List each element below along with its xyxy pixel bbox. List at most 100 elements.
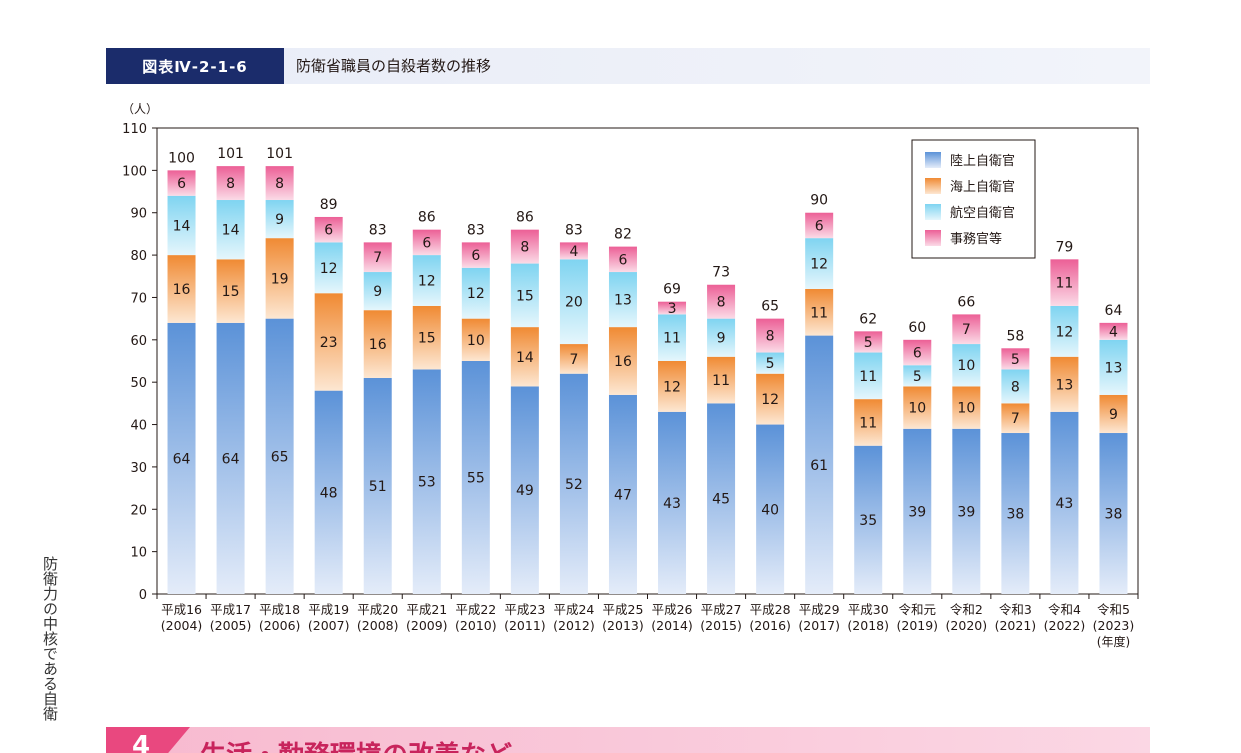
bar-segment	[363, 242, 392, 273]
bar-segment	[559, 259, 588, 345]
bar-value-label: 4	[569, 244, 578, 260]
bar-segment	[412, 305, 441, 370]
bar-segment	[461, 361, 490, 594]
bar-value-label: 6	[324, 223, 333, 239]
legend-swatch	[925, 178, 941, 194]
x-year-label: (2008)	[357, 618, 399, 633]
y-tick-label: 0	[139, 588, 147, 603]
bar-value-label: 14	[516, 350, 534, 366]
bar-segment	[363, 310, 392, 378]
figure-title: 防衛省職員の自殺者数の推移	[296, 57, 492, 75]
x-category-label: 平成18	[259, 602, 300, 617]
bar-segment	[1001, 433, 1030, 594]
bar-value-label: 43	[663, 496, 681, 512]
bar-value-label: 10	[957, 358, 975, 374]
bar-value-label: 55	[467, 471, 485, 487]
bar-value-label: 14	[173, 218, 191, 234]
y-tick-label: 10	[130, 546, 147, 561]
legend-swatch	[925, 230, 941, 246]
bar-total-label: 83	[565, 222, 583, 238]
bar-value-label: 39	[908, 504, 926, 520]
bar-segment	[412, 229, 441, 256]
bar-value-label: 10	[908, 401, 926, 417]
bar-value-label: 11	[859, 369, 877, 385]
bar-value-label: 8	[226, 176, 235, 192]
bar-segment	[314, 293, 343, 391]
x-year-label: (2020)	[946, 618, 988, 633]
bar-value-label: 53	[418, 475, 436, 491]
section-number: 4	[106, 727, 190, 753]
bar-segment	[658, 411, 687, 594]
bar-segment	[658, 301, 687, 315]
bar-segment	[559, 344, 588, 374]
bar-value-label: 11	[663, 331, 681, 347]
bar-segment	[265, 238, 294, 319]
bar-value-label: 51	[369, 479, 387, 495]
x-category-label: 平成25	[603, 602, 644, 617]
bar-value-label: 6	[815, 218, 824, 234]
bar-segment	[1050, 356, 1079, 412]
bar-value-label: 5	[766, 356, 775, 372]
y-tick-label: 40	[130, 419, 147, 434]
x-category-label: 平成27	[701, 602, 742, 617]
bar-segment	[608, 246, 637, 273]
bar-segment	[608, 327, 637, 395]
bar-segment	[510, 263, 539, 328]
bar-total-label: 83	[467, 222, 485, 238]
bar-value-label: 6	[913, 346, 922, 362]
bar-value-label: 38	[1006, 507, 1024, 523]
bar-total-label: 58	[1006, 328, 1024, 344]
bar-segment	[903, 428, 932, 594]
bar-total-label: 101	[266, 146, 293, 162]
bar-value-label: 12	[1056, 324, 1074, 340]
bar-segment	[461, 267, 490, 319]
y-tick-label: 30	[130, 461, 147, 476]
bar-value-label: 23	[320, 335, 338, 351]
bar-segment	[314, 242, 343, 294]
bar-value-label: 35	[859, 513, 877, 529]
bar-segment	[854, 331, 883, 353]
bar-value-label: 5	[1011, 352, 1020, 368]
bar-segment	[854, 352, 883, 400]
bar-value-label: 40	[761, 502, 779, 518]
bar-segment	[265, 200, 294, 239]
x-category-label: 平成16	[161, 602, 202, 617]
bar-value-label: 9	[717, 331, 726, 347]
bar-segment	[952, 344, 981, 387]
bar-value-label: 13	[1056, 377, 1074, 393]
bar-value-label: 39	[957, 504, 975, 520]
x-year-label: (2012)	[553, 618, 595, 633]
x-category-label: 平成26	[652, 602, 693, 617]
bar-value-label: 14	[222, 223, 240, 239]
x-category-label: 平成17	[210, 602, 251, 617]
x-year-label: (2014)	[651, 618, 693, 633]
bar-segment	[167, 195, 196, 256]
legend-label: 海上自衛官	[950, 179, 1015, 195]
x-year-label: (2007)	[308, 618, 350, 633]
section-title: 生活・勤務環境の改善など	[200, 735, 512, 753]
figure-header: 図表Ⅳ-2-1-6 防衛省職員の自殺者数の推移	[106, 48, 1150, 84]
bar-value-label: 11	[810, 305, 828, 321]
bar-value-label: 11	[1056, 276, 1074, 292]
bar-segment	[559, 373, 588, 594]
x-year-label: (2019)	[896, 618, 938, 633]
bar-value-label: 61	[810, 458, 828, 474]
legend-swatch	[925, 204, 941, 220]
x-year-label: (2015)	[700, 618, 742, 633]
bar-segment	[1001, 403, 1030, 434]
bar-value-label: 10	[467, 333, 485, 349]
bar-value-label: 16	[173, 282, 191, 298]
bar-segment	[363, 377, 392, 594]
bar-segment	[167, 322, 196, 594]
bar-segment	[265, 166, 294, 201]
bar-value-label: 8	[275, 176, 284, 192]
bar-value-label: 9	[275, 212, 284, 228]
bar-total-label: 69	[663, 282, 681, 298]
bar-segment	[216, 200, 245, 260]
bar-total-label: 90	[810, 193, 828, 209]
bar-segment	[510, 386, 539, 594]
x-year-label: (2022)	[1044, 618, 1086, 633]
bar-value-label: 38	[1105, 507, 1123, 523]
bar-total-label: 64	[1105, 303, 1123, 319]
legend-swatch	[925, 152, 941, 168]
